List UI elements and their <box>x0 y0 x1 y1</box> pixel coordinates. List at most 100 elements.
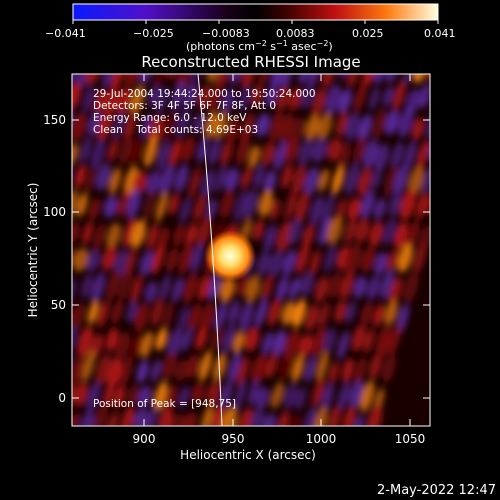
image-texture-blob <box>312 377 325 408</box>
image-texture-blob <box>105 327 119 352</box>
peak-position-label: Position of Peak = [948,75] <box>93 398 236 410</box>
image-texture-blob <box>155 191 168 222</box>
image-texture-blob <box>206 198 217 221</box>
image-texture-blob <box>0 326 1 356</box>
image-texture-blob <box>137 385 152 408</box>
image-texture-blob <box>10 331 28 357</box>
image-texture-blob <box>278 113 294 144</box>
image-texture-blob <box>380 268 395 300</box>
image-texture-blob <box>261 331 273 356</box>
image-texture-blob <box>451 111 465 135</box>
image-texture-blob <box>453 88 471 116</box>
image-texture-blob <box>91 271 105 304</box>
colorbar-tick-label: 0.025 <box>352 27 384 40</box>
image-texture-blob <box>0 355 7 385</box>
image-texture-blob <box>269 109 283 143</box>
info-time-range: 29-Jul-2004 19:44:24.000 to 19:50:24.000 <box>93 88 316 100</box>
image-info: 29-Jul-2004 19:44:24.000 to 19:50:24.000… <box>93 88 316 136</box>
image-texture-blob <box>130 274 143 306</box>
image-texture-blob <box>233 379 246 412</box>
image-texture-blob <box>323 244 337 273</box>
image-texture-blob <box>302 223 315 248</box>
colorbar-tick-label: −0.025 <box>133 27 174 40</box>
x-tick-label: 900 <box>133 432 156 446</box>
image-texture-blob <box>344 112 361 140</box>
colorbar-tick-label: 0.0083 <box>276 27 315 40</box>
x-ticks <box>143 74 411 426</box>
image-texture-blob <box>220 190 234 219</box>
image-texture-blob <box>200 302 215 334</box>
image-texture-blob <box>370 164 382 191</box>
image-texture-blob <box>195 325 208 351</box>
image-texture-blob <box>74 164 86 188</box>
image-texture-blob <box>233 190 248 223</box>
image-texture-blob <box>159 274 171 300</box>
image-texture-blob <box>181 136 195 163</box>
image-texture-blob <box>183 272 198 304</box>
image-texture-blob <box>163 384 178 416</box>
image-texture-blob <box>273 140 287 171</box>
image-texture-blob <box>385 299 398 326</box>
image-texture-blob <box>207 138 221 166</box>
image-texture-blob <box>11 136 28 170</box>
x-tick-label: 1050 <box>395 432 426 446</box>
image-texture-blob <box>161 352 177 380</box>
image-texture-blob <box>292 298 306 328</box>
image-texture-blob <box>188 166 201 200</box>
image-texture-blob <box>403 140 417 172</box>
y-tick-label: 0 <box>58 391 66 405</box>
image-texture-blob <box>226 118 239 142</box>
image-texture-blob <box>161 112 177 142</box>
image-texture-blob <box>268 250 284 278</box>
image-texture-blob <box>255 296 268 329</box>
image-texture-blob <box>178 241 193 275</box>
image-texture-blob <box>109 167 121 195</box>
image-texture-blob <box>185 354 200 379</box>
image-texture-blob <box>50 142 68 168</box>
image-texture-blob <box>305 303 319 332</box>
image-texture-blob <box>35 385 53 410</box>
image-texture-blob <box>320 382 334 413</box>
image-texture-blob <box>72 385 76 407</box>
image-texture-blob <box>397 242 413 273</box>
image-texture-blob <box>9 384 26 415</box>
image-texture-blob <box>208 82 223 112</box>
image-texture-blob <box>252 219 264 241</box>
image-texture-blob <box>289 277 300 300</box>
image-texture-blob <box>0 246 10 271</box>
image-texture-blob <box>82 85 95 114</box>
image-texture-blob <box>382 217 396 246</box>
image-texture-blob <box>398 106 414 138</box>
image-texture-blob <box>51 411 71 439</box>
image-texture-blob <box>79 136 92 164</box>
image-texture-blob <box>111 74 125 92</box>
rhessi-image <box>0 74 471 439</box>
colorbar-units: (photons cm−2 s−1 asec−2) <box>186 39 333 53</box>
image-texture-blob <box>95 163 111 191</box>
image-texture-blob <box>300 83 315 110</box>
image-texture-blob <box>299 271 314 297</box>
image-texture-blob <box>241 165 253 190</box>
image-texture-blob <box>0 242 3 272</box>
image-texture-blob <box>116 86 132 117</box>
image-texture-blob <box>173 224 185 247</box>
image-texture-blob <box>6 299 25 329</box>
image-texture-blob <box>89 197 100 221</box>
image-texture-blob <box>168 192 180 215</box>
image-texture-blob <box>158 408 174 426</box>
image-texture-blob <box>122 217 136 249</box>
image-texture-blob <box>23 140 40 172</box>
image-texture-blob <box>93 89 107 116</box>
image-texture-blob <box>166 247 178 273</box>
image-texture-blob <box>86 249 100 273</box>
image-texture-blob <box>258 190 273 217</box>
image-texture-blob <box>384 109 400 136</box>
image-texture-blob <box>95 353 112 386</box>
image-texture-blob <box>284 187 297 221</box>
image-texture-blob <box>74 382 88 407</box>
image-texture-blob <box>281 301 296 326</box>
image-texture-blob <box>391 141 404 170</box>
image-texture-blob <box>136 359 149 384</box>
image-texture-blob <box>72 278 76 305</box>
